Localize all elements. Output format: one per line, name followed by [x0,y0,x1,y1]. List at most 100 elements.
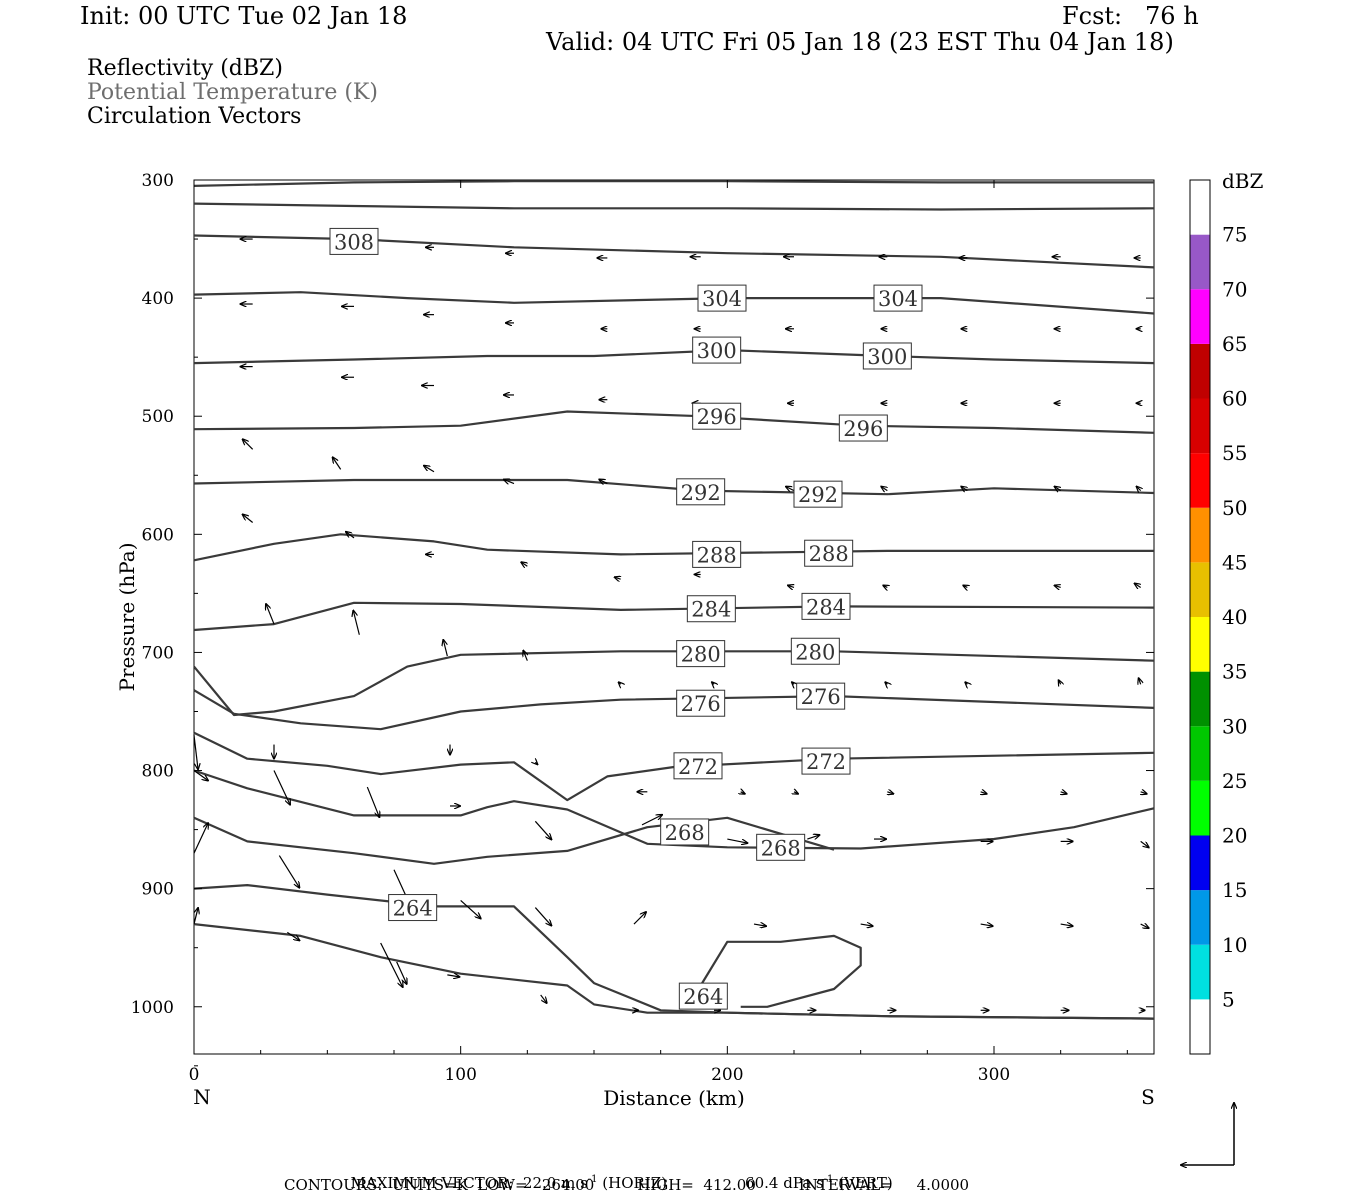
colorbar-tick-label: 35 [1222,660,1247,684]
colorbar-tick-label: 25 [1222,769,1247,793]
circulation-vector [504,480,515,484]
circulation-vector [380,942,403,987]
horiz-exponent: -1 [587,1174,598,1185]
contour-label: 284 [806,595,846,619]
circulation-vector [753,924,766,926]
contour-label: 300 [867,345,907,369]
contour-label: 268 [761,836,801,860]
contour-label: 280 [795,640,835,664]
theta-contours [193,180,1155,1020]
colorbar-swatch [1190,944,1210,1000]
circulation-vector [193,735,198,769]
legend-reflectivity: Reflectivity (dBZ) [87,56,283,81]
circulation-vector [243,439,254,450]
circulation-vectors [193,239,1149,1010]
contour-label-box [697,284,747,312]
horiz-suffix: (HORIZ) [597,1174,668,1192]
circulation-vector [786,487,795,491]
contour-label: 300 [697,339,737,363]
init-time: Init: 00 UTC Tue 02 Jan 18 [80,2,408,30]
circulation-vector [243,515,254,523]
theta-contour-line [193,234,1155,269]
theta-contour-line [193,601,1155,632]
theta-contour-line [193,291,1155,315]
contour-label-box [692,402,742,430]
colorbar-tick-label: 60 [1222,387,1247,411]
contour-label-box [873,284,923,312]
y-tick-label: 800 [142,762,174,782]
circulation-vector [807,835,819,839]
circulation-vector [346,532,355,539]
contour-label-box [862,342,912,370]
circulation-vector [980,924,993,926]
circulation-vector [741,792,745,794]
circulation-vector [1135,583,1141,587]
colorbar-tick-label: 50 [1222,496,1247,520]
circulation-vector [981,792,987,794]
colorbar-tick-label: 30 [1222,714,1247,738]
contour-label: 268 [665,821,705,845]
legend-circulation-vectors: Circulation Vectors [87,104,302,129]
circulation-vector [887,792,893,794]
y-tick-label: 900 [142,880,174,900]
y-axis-label: Pressure (hPa) [115,543,139,692]
circulation-vector [881,487,887,491]
contour-label-box [790,637,840,665]
circulation-vector [727,838,747,843]
contour-label-box [676,640,726,668]
colorbar-swatch [1190,453,1210,508]
circulation-vector [1060,924,1073,926]
footer-max-vector: MAXIMUM VECTOR: 22.0 m s-1 (HORIZ) 60.4 d… [341,1156,893,1192]
vert-prefix: 60.4 dPa s [745,1174,824,1192]
circulation-vector [615,577,621,579]
circulation-vector [788,585,794,587]
circulation-vector [1139,678,1141,684]
y-tick-label: 600 [142,525,174,545]
circulation-vector [1055,585,1061,587]
contour-label: 308 [334,230,374,254]
colorbar-tick-label: 70 [1222,277,1247,301]
circulation-vector [794,792,798,794]
theta-contour-line [193,533,1154,562]
colorbar-tick-label: 65 [1222,332,1247,356]
circulation-vector [1140,924,1149,928]
contour-label-box [801,747,851,775]
colorbar-swatch [1190,507,1210,563]
colorbar-tick-label: 5 [1222,987,1235,1011]
colorbar-frame [1189,179,1211,1055]
colorbar-swatch [1190,671,1210,727]
circulation-vector [447,975,459,977]
contour-label-box [676,478,726,506]
circulation-vector [523,651,527,661]
circulation-vector [424,466,435,473]
colorbar-swatch [1190,289,1210,344]
contour-label-box [686,595,736,623]
theta-contour-line [193,478,1155,496]
theta-contour-line [193,349,1155,365]
circulation-vector [333,457,342,470]
contour-label: 272 [806,750,846,774]
contour-label-box [660,818,710,846]
colorbar-swatch [1190,780,1210,836]
circulation-vector [366,786,379,817]
circulation-vector [641,815,662,826]
circulation-vector [965,682,967,684]
circulation-vector [540,994,547,1003]
contour-label: 304 [702,287,742,311]
circulation-vector [1055,487,1061,491]
contour-label-box [796,682,846,710]
theta-contour-line [193,180,1154,187]
theta-contour-line [193,731,1155,802]
circulation-vector [1141,792,1147,794]
contour-label-box [692,540,742,568]
x-tick-label: 0 [189,1065,200,1085]
x-tick-label: 300 [978,1065,1010,1085]
contour-label-box [676,689,726,717]
circulation-vector [619,682,621,684]
theta-contour-line [193,769,1155,850]
theta-contour-line [193,689,1155,731]
x-axis-label: Distance (km) [603,1086,745,1110]
colorbar-unit-label: dBZ [1222,169,1264,193]
theta-contour-line [193,410,1155,434]
